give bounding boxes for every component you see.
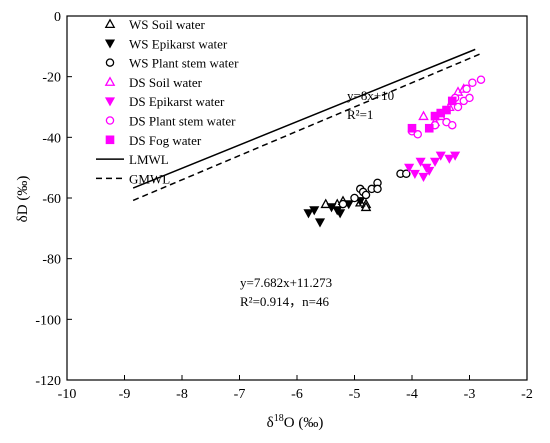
lmwl-r2: R²=0.914，n=46 [240,294,329,309]
x-axis-title: δ18O (‰) [267,413,324,431]
axes: -10 -9 -8 -7 -6 -5 -4 -3 -20-20-40-60-80-100-120 [35,10,533,402]
data-point [415,157,426,167]
x-tick-label: -7 [234,387,246,402]
data-point [407,123,417,133]
legend-label: DS Plant stem water [129,114,236,129]
legend: WS Soil water WS Epikarst water WS Plant s… [96,17,239,186]
legend-label: WS Epikarst water [129,36,228,51]
data-point [450,151,461,161]
data-point [309,206,320,216]
x-tick-label: -8 [176,387,188,402]
data-point [468,78,477,87]
legend-label: WS Soil water [129,17,205,32]
legend-label: WS Plant stem water [129,56,239,71]
y-tick-label: 0 [54,10,61,25]
series-ws-plant-stem-water [338,169,411,209]
lmwl-line [132,48,476,189]
data-point [418,172,429,182]
legend-marker [104,97,116,107]
data-point [442,105,451,115]
y-axis-title: δD (‰) [15,176,31,223]
annotations: y=8x+10 R²=1 y=7.682x+11.273 R²=0.914，n=… [240,88,394,309]
x-tick-label: -3 [464,387,476,402]
data-point [360,201,372,212]
data-point [462,84,471,94]
x-tick-label: -5 [349,387,361,402]
data-point [314,218,326,228]
data-point [424,123,434,133]
data-point [444,154,455,164]
data-points [303,75,486,228]
data-point [409,169,420,179]
legend-marker [105,116,115,125]
data-point [335,209,346,219]
data-point [476,75,486,84]
data-point [404,163,415,173]
data-point [447,120,457,130]
gmwl-equation: y=8x+10 [347,88,394,103]
x-tick-label: -10 [58,387,77,402]
y-tick-label: -80 [42,253,61,268]
y-tick-label: -100 [35,313,61,328]
legend-label: DS Fog water [129,133,202,148]
data-point [418,110,429,121]
data-point [338,199,348,209]
data-point [303,209,314,219]
legend-label: DS Soil water [129,75,203,90]
x-tick-label: -2 [521,387,533,402]
gmwl-r2: R²=1 [347,107,373,122]
gmwl-line [132,52,482,202]
legend-marker [104,39,116,49]
regression-lines [132,48,482,202]
data-point [350,193,359,203]
legend-marker [105,58,115,67]
data-point [435,151,446,161]
legend-label: LMWL [129,152,169,167]
y-tick-label: -20 [42,71,61,86]
data-point [447,96,457,106]
x-tick-label: -9 [119,387,131,402]
data-point [465,93,474,103]
data-point [424,166,435,176]
data-point [401,169,411,178]
lmwl-equation: y=7.682x+11.273 [240,275,332,290]
x-tick-label: -4 [406,387,418,402]
y-tick-label: -60 [42,192,61,207]
legend-marker [105,135,115,145]
data-point [373,184,382,194]
legend-marker [104,18,116,29]
data-point [361,190,371,200]
x-tick-label: -6 [291,387,303,402]
series-ds-fog-water [407,96,457,133]
y-tick-label: -120 [35,374,61,389]
series-ds-epikarst-water [404,151,461,182]
series-ws-epikarst-water [303,197,366,228]
y-tick-label: -40 [42,131,61,146]
data-point [429,157,441,167]
legend-marker [104,76,116,86]
legend-label: GMWL [129,171,170,186]
legend-label: DS Epikarst water [129,94,225,109]
